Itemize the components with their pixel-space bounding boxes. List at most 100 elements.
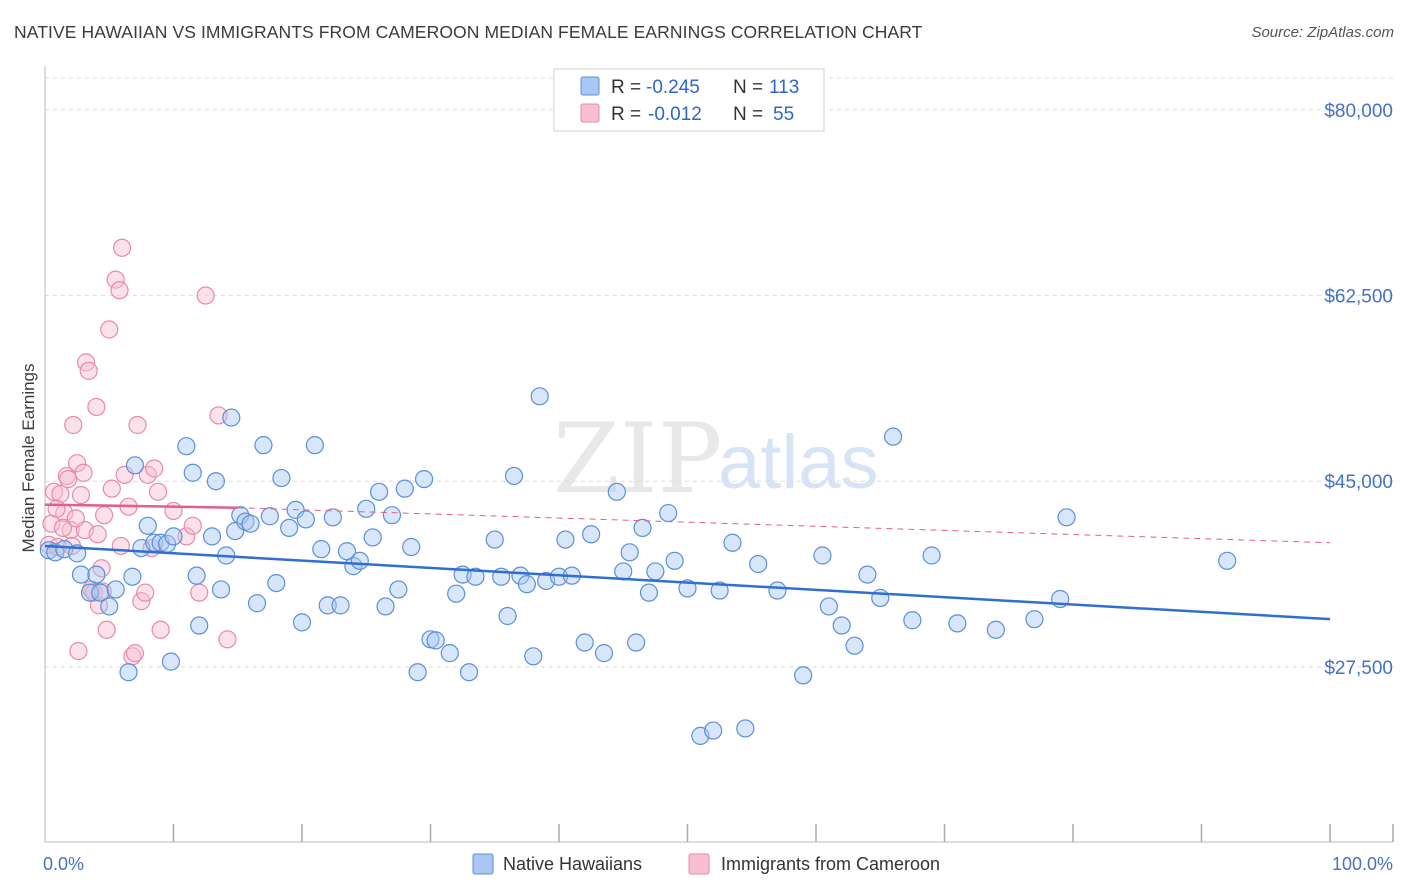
hawaiian-point [626, 633, 646, 652]
hawaiian-point [125, 456, 145, 475]
cameroon-point [59, 470, 78, 489]
cameroon-point [100, 320, 119, 339]
hawaiian-point [312, 540, 331, 559]
cameroon-point [97, 620, 116, 639]
hawaiian-point [485, 530, 504, 549]
hawaiian-point [749, 554, 768, 574]
cameroon-point [95, 506, 114, 525]
series-swatch-cameroon [688, 853, 710, 875]
cameroon-point [74, 463, 93, 482]
legend-n-value-1: 113 [769, 77, 799, 98]
chart-title: NATIVE HAWAIIAN VS IMMIGRANTS FROM CAMER… [14, 22, 923, 42]
cameroon-point [151, 620, 170, 639]
cameroon-point [164, 501, 183, 521]
hawaiian-point [91, 583, 110, 602]
hawaiian-point [440, 644, 459, 663]
trend-lines [44, 503, 1331, 621]
x-tick-labels: 0.0% 100.0% [43, 854, 1393, 874]
hawaiian-point [323, 508, 342, 527]
hawaiian-point [883, 427, 903, 446]
hawaiian-point [296, 510, 315, 529]
cameroon-point [106, 270, 125, 289]
cameroon-point [218, 630, 237, 649]
legend-n-value-2: 55 [773, 104, 794, 125]
hawaiian-point [845, 636, 864, 655]
legend-n-label-2: N = [733, 104, 763, 125]
hawaiian-point [395, 479, 414, 498]
cameroon-point [190, 583, 209, 602]
hawaiian-point [87, 565, 106, 584]
hawaiian-point [119, 663, 138, 682]
cameroon-point [102, 479, 121, 498]
cameroon-point [112, 238, 132, 257]
hawaiian-point [414, 470, 434, 489]
hawaiian-point [459, 663, 479, 682]
hawaiian-point [524, 647, 543, 666]
cameroon-point [111, 536, 130, 556]
cameroon-point [145, 459, 164, 478]
hawaiian-point [704, 721, 723, 740]
x-tick-label-start: 0.0% [43, 854, 84, 874]
hawaiian-point [241, 514, 260, 533]
hawaiian-point [376, 597, 395, 616]
watermark-zip: ZIP [553, 403, 722, 515]
legend-swatch-pink [580, 103, 600, 123]
hawaiian-point [280, 518, 299, 538]
hawaiian-point [498, 606, 517, 626]
hawaiian-point [318, 596, 337, 615]
hawaiian-point [426, 631, 445, 650]
y-tick-label: $27,500 [1324, 658, 1393, 679]
hawaiian-point [819, 597, 838, 616]
hawaiian-point [582, 525, 601, 544]
hawaiian-point [272, 468, 291, 488]
legend-r-value-2: -0.012 [648, 104, 702, 125]
hawaiian-point [646, 562, 665, 581]
cameroon-point [183, 516, 202, 535]
hawaiian-point [100, 597, 119, 616]
cameroon-points [39, 238, 237, 666]
hawaiian-point [1025, 610, 1044, 629]
hawaiian-point [164, 527, 183, 546]
hawaiian-point [517, 575, 536, 594]
cameroon-point [196, 286, 215, 305]
hawaiian-point [305, 436, 324, 455]
hawaiian-point [922, 546, 941, 565]
source-credit: Source: ZipAtlas.com [1251, 24, 1394, 41]
y-axis-title: Median Female Earnings [19, 364, 38, 553]
hawaiian-point [530, 387, 549, 406]
cameroon-point [177, 527, 196, 546]
hawaiian-point [858, 565, 877, 584]
hawaiian-point [768, 581, 787, 600]
hawaiian-point [202, 527, 222, 546]
cameroon-point [132, 592, 151, 611]
series-swatch-hawaiians [472, 853, 494, 875]
hawaiian-point [254, 436, 273, 455]
hawaiian-point [211, 580, 231, 599]
cameroon-point [87, 397, 106, 417]
hawaiian-point [832, 616, 851, 635]
hawaiian-point [710, 581, 729, 600]
hawaiian-point [723, 533, 742, 552]
cameroon-point [128, 415, 147, 435]
x-tick-label-end: 100.0% [1332, 854, 1393, 874]
cameroon-point [47, 499, 66, 518]
y-tick-label: $45,000 [1324, 472, 1393, 493]
legend-n-label-1: N = [733, 77, 763, 98]
hawaiian-point [466, 567, 485, 586]
hawaiian-point [331, 596, 350, 615]
hawaiian-point [350, 551, 369, 570]
hawaiian-points [39, 387, 1237, 745]
legend-r-label-1: R = [611, 77, 641, 98]
cameroon-point [69, 641, 88, 661]
cameroon-point [68, 454, 87, 473]
hawaiian-point [607, 482, 626, 501]
hawaiian-point [659, 503, 678, 523]
hawaiian-point [402, 537, 421, 557]
cameroon-trend-line [44, 503, 238, 509]
cameroon-point [66, 509, 85, 528]
legend-r-value-1: -0.245 [646, 77, 700, 98]
hawaiian-point [594, 644, 614, 663]
axes [44, 66, 1394, 843]
hawaiian-point [504, 466, 524, 486]
